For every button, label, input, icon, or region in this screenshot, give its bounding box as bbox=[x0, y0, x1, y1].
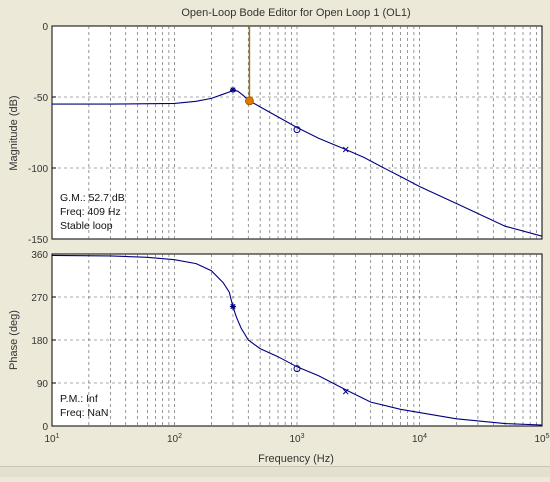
phase-margin-info: P.M.: Inf Freq: NaN bbox=[60, 393, 108, 419]
gain-margin-info: G.M.: 52.7 dB Freq: 409 Hz Stable loop bbox=[60, 192, 125, 232]
y-tick-label: 270 bbox=[31, 293, 48, 304]
x-tick-label: 101 bbox=[44, 433, 59, 445]
y-tick-label: 360 bbox=[31, 250, 48, 261]
magnitude-y-ticks: 0 -50 -100 -150 bbox=[28, 22, 56, 246]
phase-markers bbox=[229, 303, 349, 395]
margin-annotation: P.M.: Inf bbox=[60, 393, 98, 405]
magnitude-curve[interactable] bbox=[52, 89, 543, 237]
margin-annotation: Freq: 409 Hz bbox=[60, 206, 121, 218]
complex-pole-marker[interactable] bbox=[229, 86, 236, 93]
x-tick-label: 102 bbox=[167, 433, 182, 445]
margin-annotation: G.M.: 52.7 dB bbox=[60, 192, 125, 204]
y-tick-label: 0 bbox=[42, 422, 48, 433]
zero-marker[interactable] bbox=[293, 126, 301, 134]
frequency-x-ticks: 101 102 103 104 105 bbox=[44, 433, 549, 445]
y-tick-label: 90 bbox=[37, 379, 49, 390]
zero-marker[interactable] bbox=[293, 365, 301, 373]
x-tick-label: 105 bbox=[534, 433, 549, 445]
complex-pole-marker[interactable] bbox=[229, 303, 236, 310]
magnitude-grid bbox=[52, 26, 542, 239]
phase-y-ticks: 0 90 180 270 360 bbox=[31, 250, 56, 433]
pole-marker[interactable] bbox=[342, 388, 349, 395]
margin-annotation: Freq: NaN bbox=[60, 407, 108, 419]
y-tick-label: -100 bbox=[28, 164, 48, 175]
x-tick-label: 103 bbox=[289, 433, 304, 445]
magnitude-y-axis-label: Magnitude (dB) bbox=[8, 95, 20, 170]
margin-annotation: Stable loop bbox=[60, 220, 113, 232]
magnitude-markers bbox=[229, 86, 349, 153]
phase-grid bbox=[52, 254, 542, 426]
x-axis-label: Frequency (Hz) bbox=[258, 453, 334, 465]
y-tick-label: -50 bbox=[34, 93, 49, 104]
y-tick-label: 180 bbox=[31, 336, 48, 347]
y-tick-label: 0 bbox=[42, 22, 48, 33]
status-strip bbox=[0, 466, 550, 477]
y-tick-label: -150 bbox=[28, 235, 48, 246]
phase-y-axis-label: Phase (deg) bbox=[8, 310, 20, 370]
gain-crossover-point[interactable] bbox=[245, 96, 254, 106]
phase-curve[interactable] bbox=[51, 254, 543, 426]
x-tick-label: 104 bbox=[412, 433, 427, 445]
chart-title: Open-Loop Bode Editor for Open Loop 1 (O… bbox=[181, 7, 410, 19]
pole-marker[interactable] bbox=[342, 146, 349, 153]
